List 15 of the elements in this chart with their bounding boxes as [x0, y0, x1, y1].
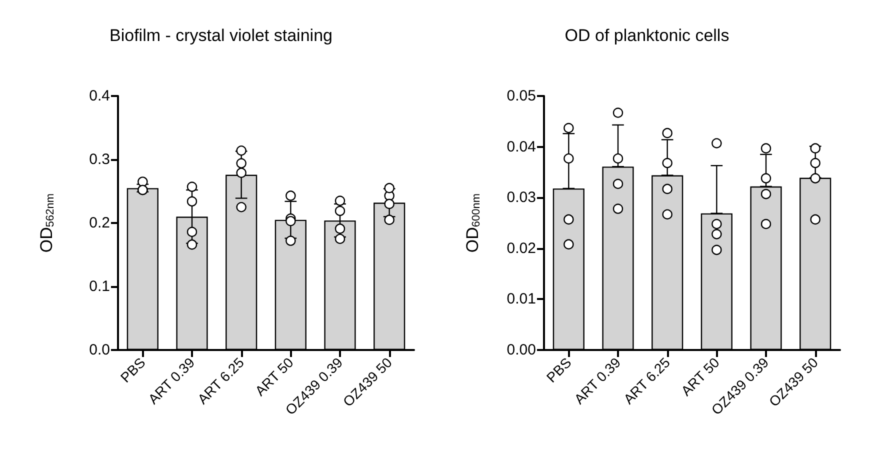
y-tick-label: 0.4 — [89, 88, 110, 104]
y-axis-title: OD562nm — [37, 193, 56, 253]
y-tick-label: 0.05 — [506, 88, 536, 104]
y-tick-label: 0.3 — [89, 151, 110, 168]
y-tick-label: 0.1 — [89, 278, 110, 295]
y-tick-label: 0.2 — [89, 214, 110, 232]
chart-title: OD of planktonic cells — [564, 26, 730, 45]
y-tick-label: 0.01 — [506, 290, 536, 308]
y-tick-label: 0.04 — [506, 138, 536, 156]
y-axis-title: OD600nm — [463, 193, 482, 253]
y-tick-label: 0.03 — [506, 189, 536, 206]
y-tick-label: 0.0 — [89, 342, 110, 358]
y-tick-label: 0.02 — [506, 240, 536, 257]
chart-title: Biofilm - crystal violet staining — [110, 26, 332, 45]
y-tick-label: 0.00 — [506, 342, 536, 358]
